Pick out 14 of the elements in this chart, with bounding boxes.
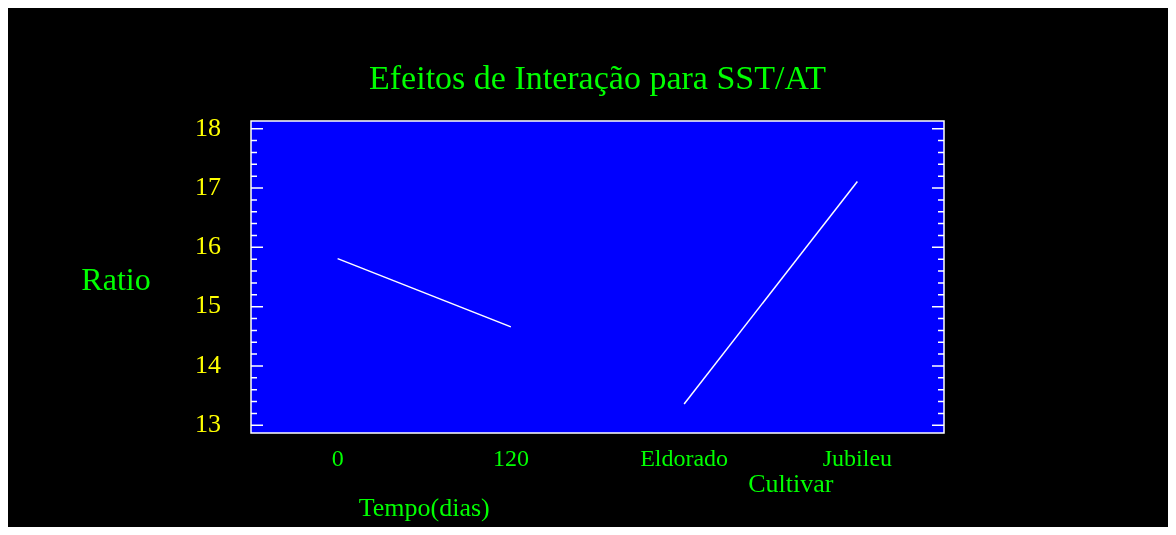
y-axis-title: Ratio [81, 261, 151, 298]
text: Cultivar [748, 468, 834, 498]
y-tick-label: 17 [195, 171, 221, 201]
y-tick-label: 13 [195, 409, 221, 439]
y-tick-label: 14 [195, 349, 221, 379]
x-axis-title: Tempo(dias) [358, 492, 490, 522]
y-tick-label: 18 [195, 112, 221, 142]
y-tick-label: 15 [195, 290, 221, 320]
chart-title: Efeitos de Interação para SST/AT [369, 58, 827, 96]
x-tick-label: Eldorado [640, 444, 729, 471]
x-tick-label: 120 [492, 444, 529, 471]
x-tick-label: 0 [331, 444, 344, 471]
x-tick-label: Jubileu [822, 444, 893, 471]
y-tick-label: 16 [195, 231, 221, 261]
